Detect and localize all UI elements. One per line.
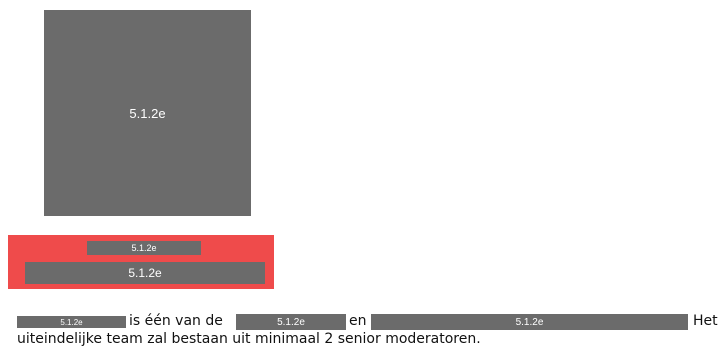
redaction-label: 5.1.2e xyxy=(277,316,305,328)
text: uiteindelijke team zal bestaan uit minim… xyxy=(17,331,481,347)
redaction-label: 5.1.2e xyxy=(128,266,162,280)
redaction-label: 5.1.2e xyxy=(129,105,166,121)
redaction: 5.1.2e xyxy=(371,314,688,330)
text: is één van de xyxy=(129,313,223,329)
redaction-label: 5.1.2e xyxy=(131,243,157,253)
redacted-subtitle: 5.1.2e xyxy=(87,241,201,255)
redaction-label: 5.1.2e xyxy=(515,316,544,328)
text: Het xyxy=(693,313,718,329)
redacted-title: 5.1.2e xyxy=(25,262,265,284)
banner: 5.1.2e 5.1.2e xyxy=(8,235,274,289)
redaction-label: 5.1.2e xyxy=(60,317,83,327)
redaction: 5.1.2e xyxy=(236,314,346,330)
redaction: 5.1.2e xyxy=(17,316,126,328)
redacted-image: 5.1.2e xyxy=(44,10,251,216)
text: en xyxy=(349,313,367,329)
